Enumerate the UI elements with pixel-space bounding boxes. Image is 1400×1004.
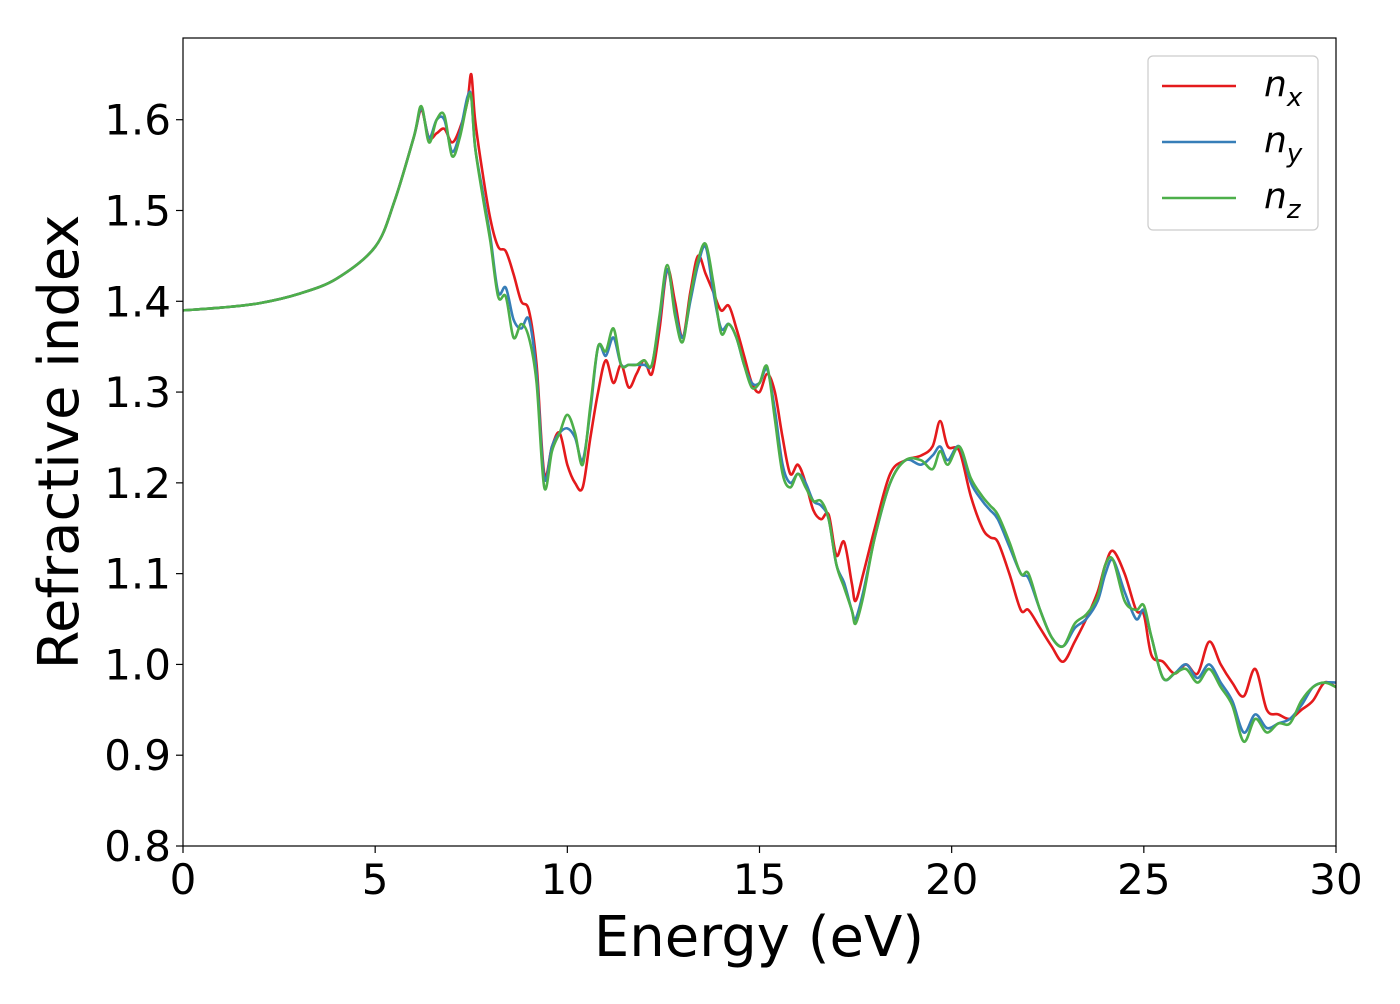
- series-line-nx: [183, 72, 1336, 721]
- y-tick-label: 1.6: [104, 96, 171, 145]
- series-line-nz: [183, 91, 1336, 743]
- x-tick-label: 25: [1117, 855, 1170, 904]
- x-tick-label: 0: [170, 855, 197, 904]
- y-tick-label: 1.3: [104, 368, 171, 417]
- x-axis-ticks: 0 5 10 15 20 25 30: [170, 846, 1363, 904]
- y-axis-label: Refractive index: [27, 215, 92, 670]
- y-tick-label: 0.8: [104, 822, 171, 871]
- y-tick-label: 1.2: [104, 459, 171, 508]
- x-tick-label: 15: [733, 855, 786, 904]
- y-tick-label: 1.1: [104, 550, 171, 599]
- y-axis-ticks: 0.8 0.9 1.0 1.1 1.2 1.3 1.4 1.5 1.6: [104, 96, 183, 871]
- x-tick-label: 10: [541, 855, 594, 904]
- y-tick-label: 0.9: [104, 731, 171, 780]
- x-tick-label: 30: [1309, 855, 1362, 904]
- x-tick-label: 20: [925, 855, 978, 904]
- y-tick-label: 1.5: [104, 186, 171, 235]
- series-layer: [183, 72, 1336, 743]
- x-tick-label: 5: [362, 855, 389, 904]
- y-tick-label: 1.0: [104, 640, 171, 689]
- x-axis-label: Energy (eV): [594, 905, 924, 970]
- y-tick-label: 1.4: [104, 277, 171, 326]
